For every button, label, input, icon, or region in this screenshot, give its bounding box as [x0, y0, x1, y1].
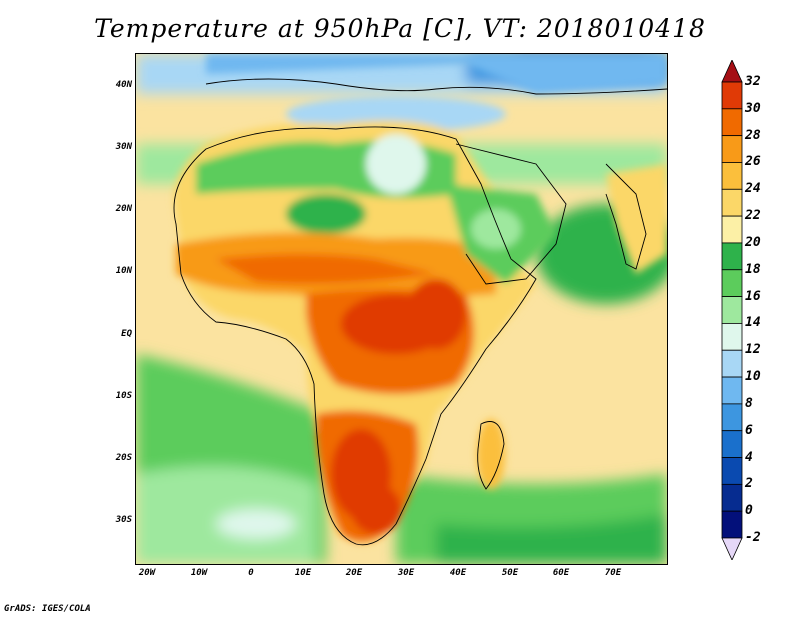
colorbar-bin: [721, 188, 743, 217]
colorbar-level-label: 2: [745, 476, 753, 492]
colorbar-level-label: -2: [745, 530, 761, 545]
colorbar-level-label: 10: [745, 369, 761, 385]
colorbar-bin: [721, 162, 743, 190]
colorbar-bin: [721, 215, 743, 244]
colorbar-bin: [721, 349, 743, 378]
lon-label-20e: 20E: [345, 568, 363, 578]
africa-coastline: [173, 126, 537, 546]
lat-label-10s: 10S: [115, 391, 132, 401]
lon-label-40e: 40E: [449, 568, 467, 578]
colorbar-level-label: 0: [745, 503, 753, 519]
lat-label-20n: 20N: [115, 204, 132, 214]
colorbar-level-label: 24: [745, 181, 761, 197]
lat-label-40n: 40N: [115, 80, 132, 90]
colorbar-level-label: 32: [745, 74, 761, 89]
lat-label-20s: 20S: [115, 453, 132, 463]
lon-label-0: 0: [248, 568, 254, 578]
colorbar-bin: [721, 510, 743, 539]
lon-label-70e: 70E: [604, 568, 622, 578]
colorbar-bin: [721, 108, 743, 137]
lon-label-30e: 30E: [397, 568, 415, 578]
lon-label-10e: 10E: [294, 568, 312, 578]
colorbar-level-label: 6: [745, 422, 753, 438]
arabia-coastline: [455, 143, 567, 285]
colorbar-level-label: 22: [745, 208, 761, 224]
map-title: Temperature at 950hPa [C], VT: 201801041…: [94, 14, 706, 43]
colorbar-level-label: 26: [745, 154, 761, 170]
colorbar-bin: [721, 269, 743, 297]
lon-label-50e: 50E: [501, 568, 519, 578]
footer-credit: GrADS: IGES/COLA: [4, 604, 91, 614]
lat-label-30s: 30S: [115, 515, 132, 525]
colorbar-level-label: 28: [745, 127, 761, 143]
colorbar-level-label: 16: [745, 288, 761, 304]
colorbar-bin: [721, 323, 743, 351]
colorbar-bin: [721, 296, 743, 324]
colorbar-level-label: 18: [745, 261, 761, 277]
colorbar-level-label: 8: [745, 395, 753, 411]
colorbar-bin: [721, 457, 743, 485]
colorbar-bin: [721, 135, 743, 163]
lon-label-20w: 20W: [138, 568, 156, 578]
colorbar-bin: [721, 403, 743, 432]
madagascar-coastline: [477, 421, 505, 490]
colorbar-level-label: 20: [745, 234, 761, 250]
india-coastline: [605, 163, 647, 270]
colorbar-bin: [721, 242, 743, 271]
colorbar-bin: [721, 81, 743, 110]
lat-label-eq: EQ: [121, 329, 132, 339]
colorbar-bottom-arrow: [721, 537, 743, 560]
lat-label-10n: 10N: [115, 266, 132, 276]
temperature-map: [135, 53, 668, 565]
colorbar-level-label: 4: [745, 449, 753, 465]
colorbar-top-arrow: [721, 60, 743, 83]
colorbar-level-label: 14: [745, 315, 761, 331]
colorbar-bin: [721, 430, 743, 458]
europe-coastline: [205, 78, 667, 95]
colorbar-bin: [721, 376, 743, 405]
lon-label-10w: 10W: [190, 568, 208, 578]
lon-label-60e: 60E: [552, 568, 570, 578]
colorbar: [721, 60, 743, 560]
colorbar-level-label: 30: [745, 100, 761, 116]
colorbar-level-label: 12: [745, 342, 761, 358]
lat-label-30n: 30N: [115, 142, 132, 152]
colorbar-bin: [721, 483, 743, 512]
